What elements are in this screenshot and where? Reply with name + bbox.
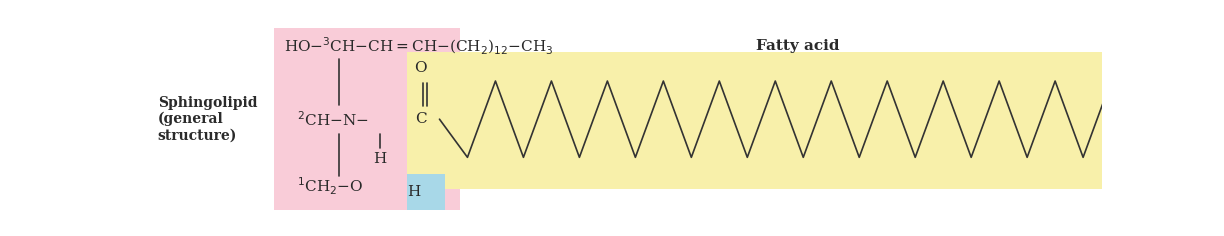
Text: $^2$CH$-$N$-$: $^2$CH$-$N$-$ xyxy=(297,110,368,129)
Text: H: H xyxy=(408,185,421,199)
Bar xyxy=(274,28,460,210)
Text: $^1$CH$_2$$-$O: $^1$CH$_2$$-$O xyxy=(297,176,364,197)
Text: O: O xyxy=(414,61,427,75)
Text: HO$-$$^3$CH$-$CH$=$CH$-$(CH$_2$)$_{12}$$-$CH$_3$: HO$-$$^3$CH$-$CH$=$CH$-$(CH$_2$)$_{12}$$… xyxy=(284,36,553,57)
Text: C: C xyxy=(415,112,426,126)
Text: Sphingolipid
(general
structure): Sphingolipid (general structure) xyxy=(158,96,257,143)
Text: Fatty acid: Fatty acid xyxy=(756,39,840,54)
Bar xyxy=(408,174,446,210)
Bar xyxy=(408,52,1102,189)
Text: H: H xyxy=(373,152,387,166)
